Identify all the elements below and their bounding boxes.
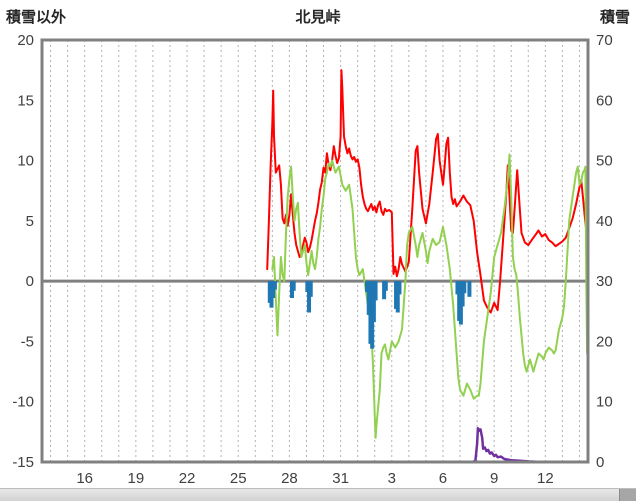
- y-right-tick-label: 20: [596, 333, 613, 350]
- x-tick-label: 31: [332, 470, 349, 487]
- blue-bars: [291, 281, 296, 291]
- y-left-tick-label: 15: [17, 92, 34, 109]
- x-tick-label: 25: [230, 470, 247, 487]
- green-line: [271, 153, 589, 439]
- plot-border: [40, 38, 590, 464]
- blue-bars: [395, 281, 400, 313]
- blue-bars: [462, 281, 467, 294]
- blue-bars: [467, 281, 472, 297]
- x-tick-label: 22: [179, 470, 196, 487]
- x-tick-label: 12: [537, 470, 554, 487]
- blue-bars: [460, 281, 465, 307]
- x-tick-label: 6: [439, 470, 447, 487]
- y-left-tick-label: -5: [21, 333, 34, 350]
- y-left-tick-label: 10: [17, 153, 34, 170]
- blue-bars: [383, 281, 388, 291]
- blue-bars: [397, 281, 402, 295]
- x-tick-label: 9: [490, 470, 498, 487]
- y-right-tick-label: 30: [596, 273, 613, 290]
- x-tick-label: 3: [388, 470, 396, 487]
- x-tick-label: 16: [76, 470, 93, 487]
- chart-title: 北見峠: [295, 9, 341, 26]
- y-left-tick-label: -10: [12, 394, 34, 411]
- x-tick-label: 19: [128, 470, 145, 487]
- scrollbar-corner[interactable]: [619, 489, 636, 501]
- y-right-tick-label: 40: [596, 213, 613, 230]
- left-axis-title: 積雪以外: [6, 9, 67, 26]
- red-line: [266, 69, 588, 314]
- y-right-tick-label: 10: [596, 394, 613, 411]
- y-right-tick-label: 0: [596, 454, 604, 471]
- y-left-tick-label: 0: [26, 273, 34, 290]
- y-left-tick-label: -15: [12, 454, 34, 471]
- x-tick-label: 28: [281, 470, 298, 487]
- purple-line: [265, 426, 590, 464]
- blue-bars: [373, 281, 378, 301]
- blue-bars: [308, 281, 313, 297]
- y-right-tick-label: 70: [596, 32, 613, 49]
- y-right-tick-label: 60: [596, 92, 613, 109]
- blue-bars: [272, 281, 277, 290]
- y-left-tick-label: 20: [17, 32, 34, 49]
- horizontal-scrollbar[interactable]: [0, 488, 636, 501]
- right-axis-title: 積雪: [599, 9, 630, 26]
- y-right-tick-label: 50: [596, 153, 613, 170]
- blue-bars: [371, 281, 376, 323]
- y-left-tick-label: 5: [26, 213, 34, 230]
